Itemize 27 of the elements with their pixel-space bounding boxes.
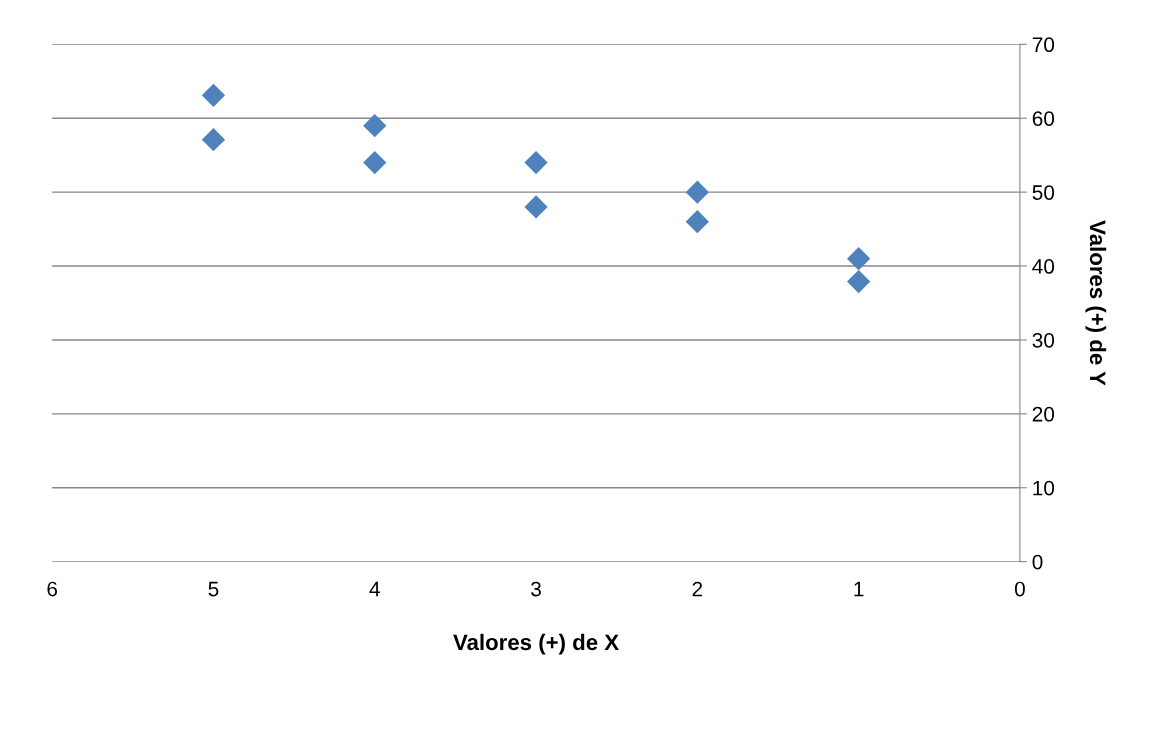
point bbox=[847, 247, 871, 271]
point bbox=[524, 150, 548, 175]
point bbox=[363, 150, 387, 175]
x-tick-label: 1 bbox=[854, 581, 864, 597]
y-tick-label: 0 bbox=[1032, 554, 1043, 570]
point bbox=[201, 83, 226, 107]
y-tick-label: 40 bbox=[1032, 259, 1055, 274]
y-tick-label: 10 bbox=[1033, 480, 1055, 496]
point bbox=[201, 128, 226, 152]
x-tick-label: 2 bbox=[692, 581, 703, 597]
y-axis-title: Valores (+) de Y bbox=[1085, 220, 1107, 386]
y-tick-label: 20 bbox=[1032, 406, 1055, 422]
x-axis-title: Valores (+) de X bbox=[453, 633, 619, 655]
y-tick-label: 30 bbox=[1032, 332, 1055, 348]
point bbox=[685, 210, 709, 234]
point bbox=[685, 180, 709, 204]
x-tick-label: 3 bbox=[531, 581, 541, 597]
x-tick-label: 4 bbox=[369, 581, 380, 597]
y-tick-label: 60 bbox=[1032, 111, 1055, 126]
x-tick-label: 6 bbox=[47, 581, 58, 597]
point bbox=[363, 114, 387, 138]
y-tick-label: 50 bbox=[1032, 185, 1055, 200]
point bbox=[524, 195, 548, 219]
x-tick-label: 0 bbox=[1014, 581, 1025, 597]
x-tick-label: 5 bbox=[208, 581, 219, 597]
y-tick-label: 70 bbox=[1032, 37, 1055, 53]
point bbox=[847, 269, 871, 294]
